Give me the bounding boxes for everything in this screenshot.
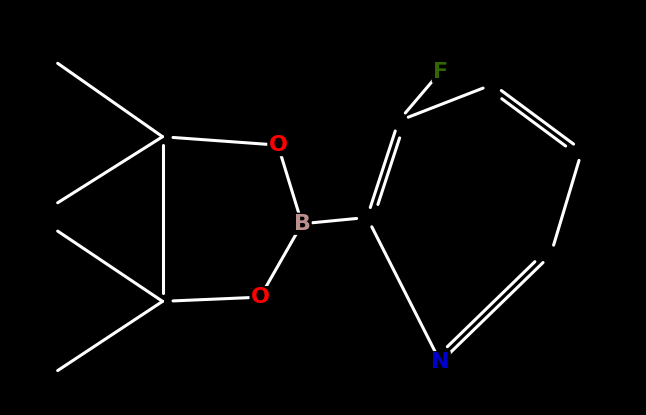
Text: B: B <box>293 214 311 234</box>
Text: O: O <box>268 135 287 155</box>
Text: N: N <box>431 352 450 372</box>
Text: F: F <box>433 62 448 82</box>
Text: O: O <box>251 287 269 307</box>
